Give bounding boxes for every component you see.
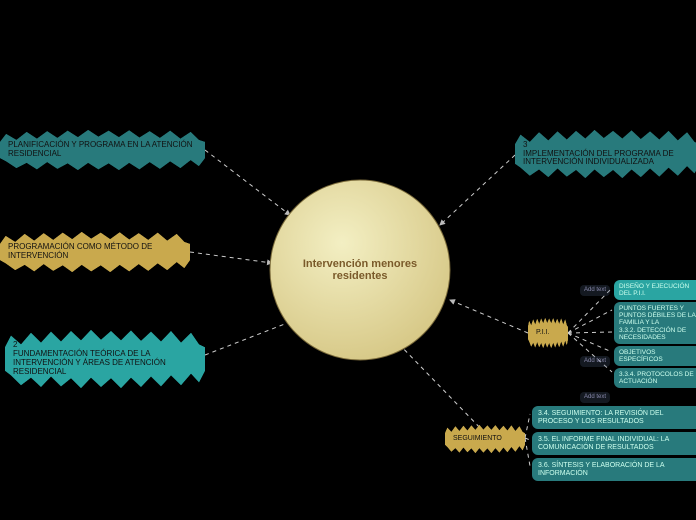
add-text-placeholder-1[interactable]: Add text: [580, 356, 610, 367]
add-text-placeholder-2[interactable]: Add text: [580, 392, 610, 403]
center-node[interactable]: Intervención menores residentes: [270, 180, 450, 360]
node-sb2[interactable]: PROGRAMACIÓN COMO MÉTODO DE INTERVENCIÓN: [0, 232, 190, 272]
pii-child-2[interactable]: 3.3.2. DETECCIÓN DE NECESIDADES: [614, 324, 696, 344]
seguimiento-child-0[interactable]: 3.4. SEGUIMIENTO: LA REVISIÓN DEL PROCES…: [532, 406, 696, 429]
node-label: PLANIFICACIÓN Y PROGRAMA EN LA ATENCIÓN …: [8, 141, 197, 159]
center-label: Intervención menores residentes: [278, 258, 442, 282]
node-label: PROGRAMACIÓN COMO MÉTODO DE INTERVENCIÓN: [8, 243, 182, 261]
pii-child-3[interactable]: OBJETIVOS ESPECÍFICOS: [614, 346, 696, 366]
seguimiento-child-2[interactable]: 3.6. SÍNTESIS Y ELABORACIÓN DE LA INFORM…: [532, 458, 696, 481]
node-label: SEGUIMIENTO: [453, 435, 502, 443]
node-label: P.I.I.: [536, 329, 550, 337]
seguimiento-child-1[interactable]: 3.5. EL INFORME FINAL INDIVIDUAL: LA COM…: [532, 432, 696, 455]
node-sb1[interactable]: PLANIFICACIÓN Y PROGRAMA EN LA ATENCIÓN …: [0, 130, 205, 170]
add-text-placeholder-0[interactable]: Add text: [580, 285, 610, 296]
mindmap-canvas: Intervención menores residentes PLANIFIC…: [0, 0, 696, 520]
node-sb3[interactable]: 2 FUNDAMENTACIÓN TEÓRICA DE LA INTERVENC…: [5, 330, 205, 388]
pii-child-0[interactable]: DISEÑO Y EJECUCIÓN DEL P.I.I.: [614, 280, 696, 300]
node-sb4[interactable]: 3 IMPLEMENTACIÓN DEL PROGRAMA DE INTERVE…: [515, 130, 696, 178]
node-sb5[interactable]: P.I.I.: [528, 318, 568, 348]
node-sb6[interactable]: SEGUIMIENTO: [445, 425, 525, 453]
node-label: 3 IMPLEMENTACIÓN DEL PROGRAMA DE INTERVE…: [523, 141, 692, 167]
node-label: 2 FUNDAMENTACIÓN TEÓRICA DE LA INTERVENC…: [13, 341, 197, 376]
pii-child-4[interactable]: 3.3.4. PROTOCOLOS DE ACTUACIÓN: [614, 368, 696, 388]
